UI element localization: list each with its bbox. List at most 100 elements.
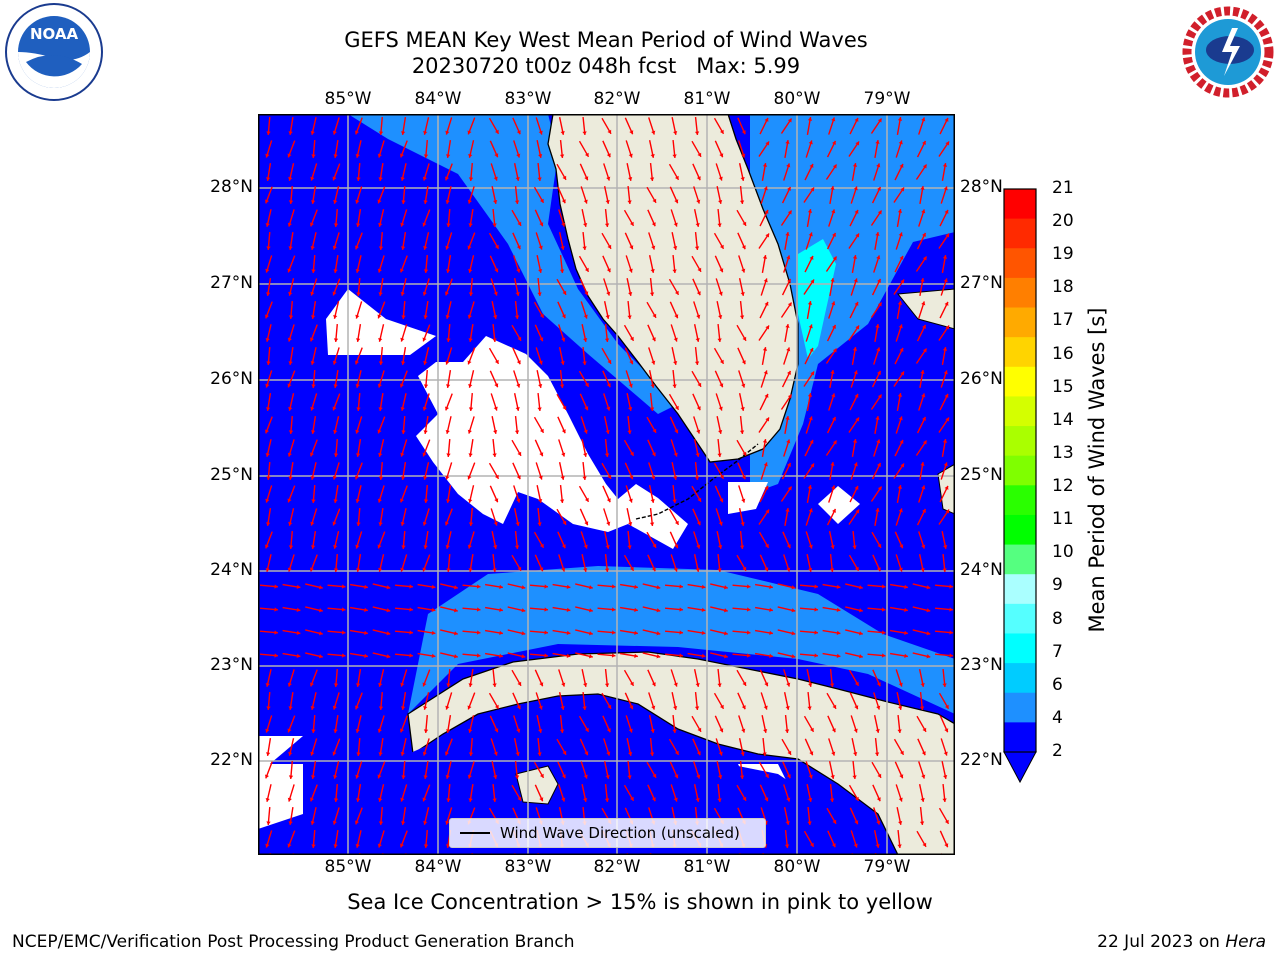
wave-direction-arrowhead [943,278,948,283]
wave-direction-arrowhead [786,163,791,168]
wave-direction-arrowhead [446,798,451,802]
wave-direction-arrowhead [514,315,520,319]
wave-direction-arrowhead [852,439,858,443]
nodata-region-3 [728,482,768,514]
nodata-region-1 [326,289,436,355]
wave-direction-arrowhead [264,544,269,549]
wave-direction-arrowhead [515,177,520,181]
wave-direction-arrowhead [741,153,746,158]
wave-direction-arrowhead [332,705,337,710]
wave-direction-arrowhead [651,475,656,480]
wave-direction-arrowhead [354,475,359,480]
wave-direction-arrowhead [628,268,633,273]
wave-direction-arrowhead [831,485,836,490]
wave-direction-arrowhead [769,653,773,658]
chart-subtitle: 20230720 t00z 048h fcst Max: 5.99 [411,54,801,78]
footer-date: 22 Jul 2023 on Hera [1097,932,1266,952]
wave-direction-arrowhead [287,153,292,158]
wave-direction-arrowhead [875,508,880,512]
wave-direction-arrowhead [854,393,859,398]
wave-direction-arrowhead [650,729,655,733]
wave-direction-arrowhead [740,177,745,181]
wave-direction-arrowhead [785,706,790,710]
wave-direction-arrowhead [537,292,542,296]
wave-direction-arrowhead [288,291,293,296]
wave-direction-arrowhead [723,608,728,613]
wave-direction-arrowhead [422,337,427,342]
wave-direction-arrowhead [401,246,406,250]
wave-direction-arrowhead [650,154,655,158]
wave-direction-arrowhead [274,584,278,589]
wave-direction-arrowhead [309,797,314,802]
wave-direction-arrowhead [310,751,315,756]
colorbar-segment [1004,426,1036,457]
wave-direction-arrowhead [922,508,926,513]
florida-land [547,114,799,463]
wave-direction-arrowhead [400,291,405,296]
wave-direction-arrowhead [719,383,724,388]
wave-direction-arrowhead [584,176,589,181]
wave-direction-arrowhead [650,269,655,273]
wave-direction-arrowhead [386,654,391,659]
wave-direction-arrowhead [877,210,882,215]
map-panel [258,114,955,855]
wave-direction-arrowhead [446,499,451,503]
wave-direction-arrowhead [814,607,818,612]
wave-direction-arrowhead [377,383,382,388]
wave-direction-arrowhead [832,232,836,237]
wave-direction-arrowhead [652,313,657,318]
wave-direction-arrowhead [808,324,813,329]
lon-label-top: 79°W [863,89,911,109]
wave-direction-arrowhead [378,407,383,411]
wave-direction-arrowhead [742,796,747,801]
wave-direction-arrowhead [561,337,566,342]
wave-direction-arrowhead [853,728,858,733]
wave-direction-arrowhead [904,584,908,589]
wave-direction-arrowhead [538,384,543,388]
wave-direction-arrowhead [719,728,724,733]
wave-direction-arrowhead [309,222,314,227]
wave-direction-arrowhead [900,187,905,192]
wave-direction-arrowhead [899,544,904,549]
wave-direction-arrowhead [476,653,481,658]
wave-direction-arrowhead [944,728,949,733]
wave-direction-arrowhead [467,544,472,549]
wave-direction-arrowhead [853,186,858,191]
wave-direction-arrowhead [288,200,294,204]
lon-label-bottom: 85°W [324,857,372,877]
wave-direction-arrowhead [787,302,792,307]
wave-direction-arrowhead [829,683,835,687]
wave-direction-arrowhead [651,567,656,572]
wave-direction-arrowhead [333,223,339,227]
wave-direction-arrowhead [742,566,747,571]
wave-direction-arrowhead [900,279,905,284]
wave-direction-arrowhead [582,361,587,365]
wave-direction-arrowhead [723,631,728,636]
wave-direction-arrowhead [697,382,702,387]
wave-direction-arrowhead [944,485,949,490]
wave-direction-arrowhead [494,153,499,158]
wave-direction-arrowhead [904,653,908,658]
wave-direction-arrowhead [355,153,360,158]
wave-direction-arrowhead [809,255,814,260]
wave-direction-arrowhead [332,751,337,756]
wave-direction-arrowhead [628,728,633,733]
wave-direction-arrowhead [769,630,773,635]
wave-direction-arrowhead [604,453,610,457]
lat-label-right: 23°N [960,655,1003,675]
wave-direction-arrowhead [854,301,859,306]
wave-direction-arrowhead [544,607,548,612]
wave-direction-arrowhead [651,797,656,802]
wave-direction-arrowhead [629,336,634,341]
wave-direction-arrowhead [785,324,790,328]
wave-direction-arrowhead [515,522,520,526]
wave-direction-arrowhead [607,129,612,134]
wave-direction-arrowhead [287,337,292,342]
wave-direction-arrowhead [769,607,773,612]
wave-direction-arrowhead [309,682,314,687]
wave-direction-arrowhead [287,498,292,503]
wave-direction-arrowhead [652,773,657,778]
wave-direction-arrowhead [583,223,588,227]
colorbar-tick-label: 15 [1052,376,1074,397]
wave-direction-arrowhead [538,269,543,273]
